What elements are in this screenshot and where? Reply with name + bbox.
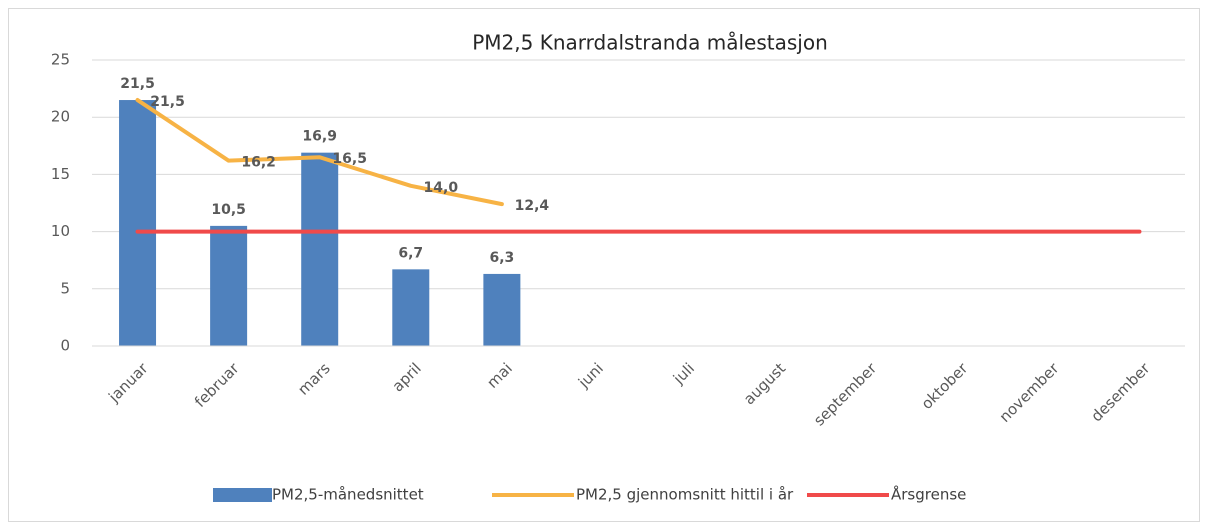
chart-frame [8,8,1200,522]
data-label: 21,5 [150,94,185,110]
legend-label: PM2,5 gjennomsnitt hittil i år [576,486,794,504]
data-label: 10,5 [211,202,246,218]
data-label: 16,9 [302,129,337,145]
legend-label: PM2,5-månedsnittet [272,486,424,504]
y-tick-label: 15 [51,165,70,183]
line [135,98,504,207]
bar [483,273,521,346]
y-tick-label: 25 [51,51,70,69]
data-label: 16,2 [241,155,276,171]
bar [301,152,339,346]
data-label: 21,5 [120,76,155,92]
legend-swatch [213,488,272,502]
y-tick-label: 5 [60,279,70,297]
data-label: 6,3 [489,250,514,266]
data-label: 12,4 [515,198,550,214]
chart-title: PM2,5 Knarrdalstranda målestasjon [472,31,828,55]
y-tick-label: 20 [51,108,70,126]
bar [119,100,157,346]
data-label: 14,0 [424,180,459,196]
data-label: 6,7 [398,245,423,261]
y-tick-label: 10 [51,222,70,240]
legend-label: Årsgrense [891,485,966,504]
y-tick-label: 0 [60,337,70,355]
bar [392,269,430,346]
data-label: 16,5 [332,151,367,167]
bar [210,225,248,346]
